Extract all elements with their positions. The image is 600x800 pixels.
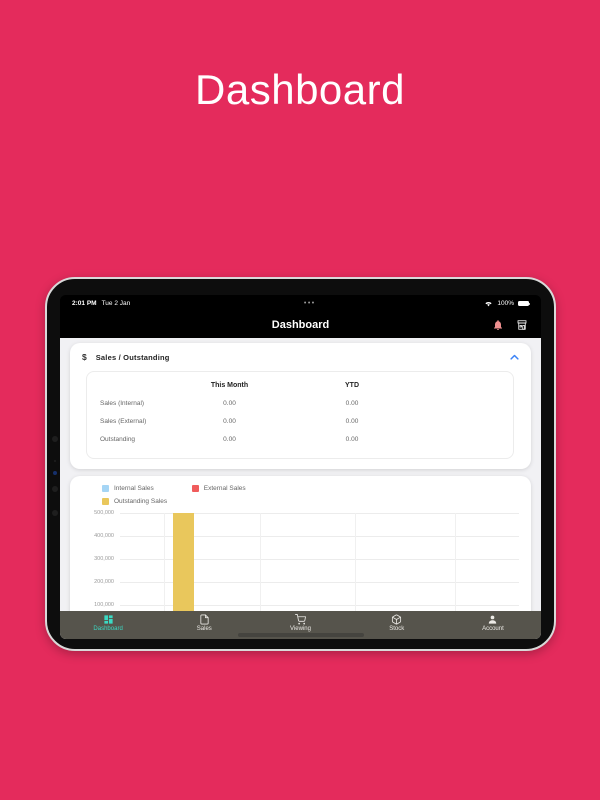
row-label: Sales (External) (100, 418, 147, 425)
row-label: Sales (Internal) (100, 400, 145, 407)
chevron-up-icon[interactable] (510, 354, 519, 360)
chart-plot-area (120, 513, 519, 628)
legend-label: Outstanding Sales (114, 498, 168, 505)
legend-swatch-external (191, 485, 199, 492)
gridline (455, 513, 457, 628)
wifi-icon (485, 302, 492, 307)
person-icon (489, 615, 497, 624)
chart-legend-row: Internal Sales External Sales (102, 485, 519, 492)
status-bar: 2:01 PM Tue 2 Jan ••• 100% (60, 295, 541, 312)
legend-swatch-outstanding (102, 498, 109, 505)
dollar-icon: $ (82, 352, 87, 362)
table-row: Outstanding 0.00 0.00 (87, 436, 513, 443)
y-axis-tick: 500,000 (94, 510, 114, 516)
sales-card-header[interactable]: $ Sales / Outstanding (70, 343, 531, 368)
camera-dot (52, 510, 58, 516)
legend-label: Internal Sales (114, 485, 154, 492)
tab-label: Dashboard (93, 626, 123, 632)
y-axis-tick: 200,000 (94, 579, 114, 585)
gridline (259, 513, 261, 628)
table-header-row: This Month YTD (87, 382, 513, 389)
battery-icon (517, 300, 530, 307)
camera-dot (54, 460, 56, 462)
battery-percent: 100% (497, 300, 514, 307)
tab-label: Stock (389, 626, 405, 632)
notification-bell-icon[interactable] (492, 319, 504, 331)
tab-viewing[interactable]: Viewing (252, 611, 348, 639)
chart-bars (120, 513, 519, 628)
gridline (120, 605, 519, 606)
legend-label: External Sales (203, 485, 246, 492)
tablet-screen: 2:01 PM Tue 2 Jan ••• 100% Dashboard (60, 295, 541, 639)
camera-lens-dot (53, 471, 57, 475)
sales-card-title: Sales / Outstanding (95, 352, 170, 362)
gridline (120, 536, 519, 537)
bar-chart: 500,000 400,000 300,000 200,000 100,000 (82, 510, 519, 633)
tab-label: Account (482, 626, 504, 632)
box-icon (392, 614, 402, 625)
nav-bar: Dashboard (60, 312, 541, 338)
sales-table-panel: This Month YTD Sales (Internal) 0.00 0.0… (86, 371, 514, 459)
gridline (120, 513, 519, 514)
legend-swatch-internal (102, 485, 109, 492)
legend-item-internal-sales: Internal Sales (102, 485, 154, 492)
y-axis-tick: 300,000 (94, 556, 114, 562)
table-row: Sales (External) 0.00 0.00 (87, 418, 513, 425)
sales-outstanding-card: $ Sales / Outstanding This Month YTD Sal… (70, 343, 531, 469)
tab-label: Sales (196, 626, 212, 632)
row-this-month-value: 0.00 (223, 400, 236, 407)
status-menu-dots: ••• (303, 300, 316, 307)
legend-item-external-sales: External Sales (191, 485, 246, 492)
chart-bar-outstanding-sales (173, 513, 195, 628)
gridline (120, 582, 519, 583)
home-indicator[interactable] (237, 633, 364, 637)
row-this-month-value: 0.00 (223, 436, 236, 443)
gridline (120, 559, 519, 560)
tab-sales[interactable]: Sales (156, 611, 252, 639)
row-label: Outstanding (100, 436, 136, 443)
tab-label: Viewing (290, 626, 311, 632)
dashboard-content: $ Sales / Outstanding This Month YTD Sal… (60, 338, 541, 639)
store-icon[interactable] (516, 319, 528, 331)
camera-dot (52, 486, 58, 492)
row-this-month-value: 0.00 (223, 418, 236, 425)
column-this-month: This Month (210, 382, 249, 389)
tablet-mockup: 2:01 PM Tue 2 Jan ••• 100% Dashboard (45, 277, 556, 651)
row-ytd-value: 0.00 (345, 436, 359, 443)
bottom-tab-bar: Dashboard Sales Viewing (60, 611, 541, 639)
tab-account[interactable]: Account (445, 611, 541, 639)
status-time-date: 2:01 PM Tue 2 Jan (72, 300, 135, 307)
document-icon (200, 614, 209, 625)
chart-legend-row: Outstanding Sales (102, 498, 519, 505)
table-row: Sales (Internal) 0.00 0.00 (87, 400, 513, 407)
tab-stock[interactable]: Stock (349, 611, 445, 639)
legend-item-outstanding-sales: Outstanding Sales (102, 498, 167, 505)
nav-title: Dashboard (271, 319, 330, 331)
page-title: Dashboard (195, 66, 405, 113)
status-date: Tue 2 Jan (101, 300, 131, 307)
column-ytd: YTD (345, 382, 359, 389)
dashboard-grid-icon (103, 615, 113, 624)
y-axis-tick: 100,000 (94, 602, 114, 608)
row-ytd-value: 0.00 (345, 400, 359, 407)
cart-icon (295, 614, 306, 625)
y-axis-tick: 400,000 (94, 533, 114, 539)
tab-dashboard[interactable]: Dashboard (60, 611, 156, 639)
status-time: 2:01 PM (72, 300, 97, 307)
camera-dot (52, 436, 58, 442)
gridline (355, 513, 357, 628)
gridline (163, 513, 165, 628)
row-ytd-value: 0.00 (345, 418, 359, 425)
